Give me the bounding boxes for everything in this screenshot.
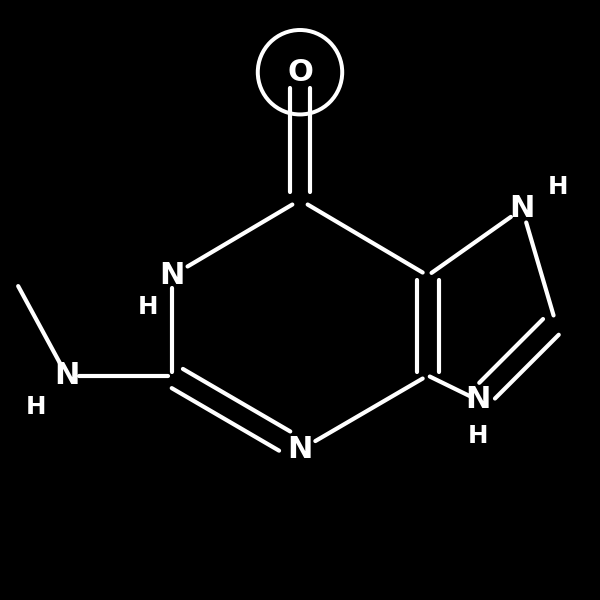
Text: H: H xyxy=(137,295,158,319)
Text: N: N xyxy=(465,385,490,415)
Text: H: H xyxy=(25,395,46,419)
Text: N: N xyxy=(54,361,79,390)
Text: N: N xyxy=(160,261,185,290)
Text: N: N xyxy=(287,436,313,464)
Text: O: O xyxy=(287,58,313,87)
Text: H: H xyxy=(548,175,568,199)
Text: N: N xyxy=(509,194,535,223)
Text: H: H xyxy=(467,424,488,448)
